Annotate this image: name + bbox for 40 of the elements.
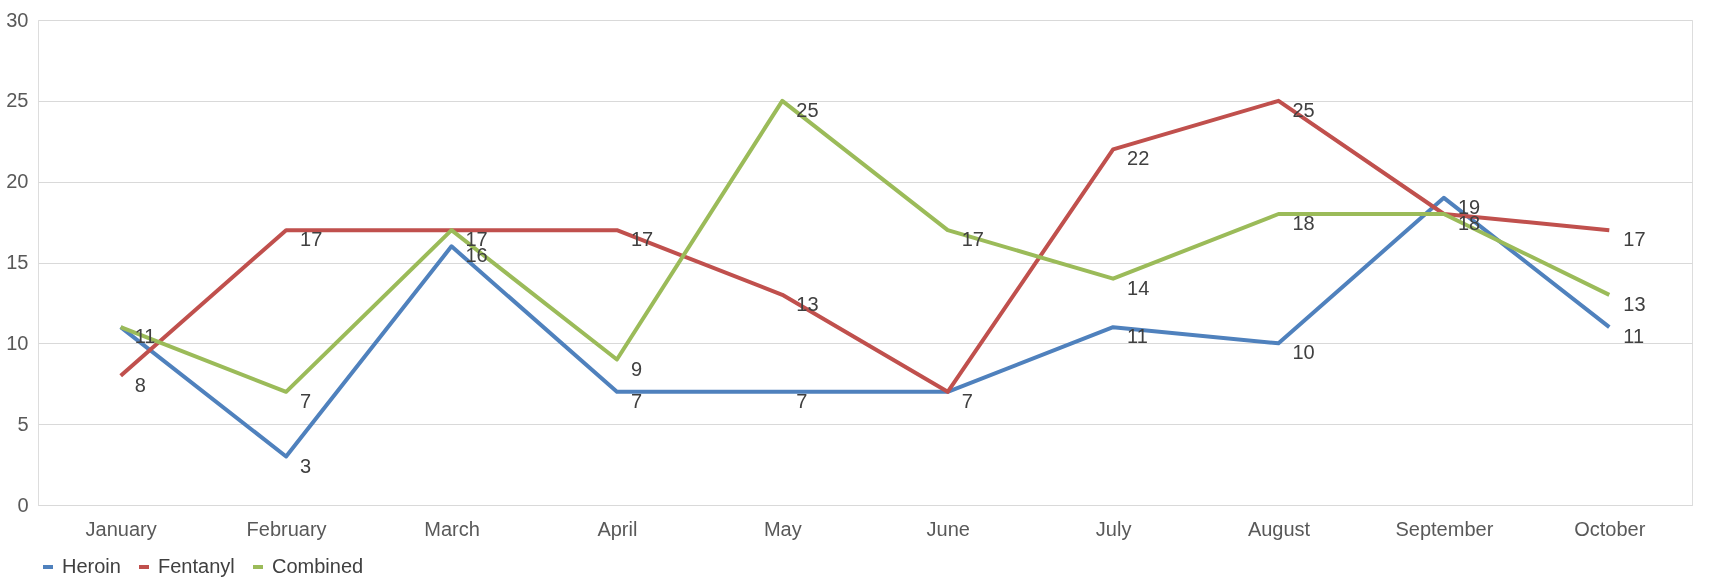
x-tick-label: January bbox=[85, 517, 157, 540]
legend-label: Combined bbox=[272, 555, 364, 577]
data-label: 11 bbox=[1623, 325, 1645, 348]
data-label: 17 bbox=[300, 228, 323, 251]
x-tick-label: July bbox=[1095, 517, 1132, 540]
data-label: 7 bbox=[961, 389, 973, 412]
data-label: 11 bbox=[1127, 325, 1148, 348]
y-tick-label: 20 bbox=[6, 170, 29, 193]
legend-label: Fentanyl bbox=[158, 555, 235, 577]
legend-label: Heroin bbox=[62, 555, 121, 577]
data-label: 17 bbox=[1623, 228, 1646, 251]
x-tick-label: March bbox=[424, 517, 480, 540]
data-label: 25 bbox=[1292, 98, 1315, 121]
x-tick-label: February bbox=[246, 517, 327, 540]
data-label: 22 bbox=[1127, 147, 1150, 170]
data-label: 14 bbox=[1127, 276, 1150, 299]
x-tick-label: August bbox=[1247, 517, 1311, 540]
y-tick-label: 25 bbox=[6, 89, 29, 112]
data-label: 9 bbox=[630, 357, 643, 380]
line-series bbox=[118, 98, 1612, 394]
y-tick-label: 5 bbox=[17, 412, 29, 435]
y-tick-label: 15 bbox=[6, 251, 29, 273]
data-label: 25 bbox=[796, 98, 819, 121]
x-tick-label: June bbox=[926, 517, 970, 540]
data-label: 7 bbox=[300, 389, 312, 412]
data-label: 10 bbox=[1292, 341, 1315, 364]
y-tick-label: 10 bbox=[6, 331, 29, 354]
data-label: 7 bbox=[796, 389, 808, 412]
x-tick-label: April bbox=[597, 517, 638, 540]
x-tick-label: October bbox=[1574, 517, 1646, 540]
line-series bbox=[118, 195, 1612, 459]
data-label: 13 bbox=[1623, 292, 1646, 315]
data-label: 8 bbox=[134, 373, 146, 396]
data-label: 3 bbox=[300, 454, 312, 477]
x-tick-label: May bbox=[763, 517, 802, 540]
y-tick-label: 0 bbox=[17, 493, 29, 516]
data-label: 18 bbox=[1292, 212, 1315, 234]
y-tick-label: 30 bbox=[6, 8, 29, 31]
data-label: 7 bbox=[630, 389, 643, 412]
x-tick-label: September bbox=[1395, 517, 1494, 540]
